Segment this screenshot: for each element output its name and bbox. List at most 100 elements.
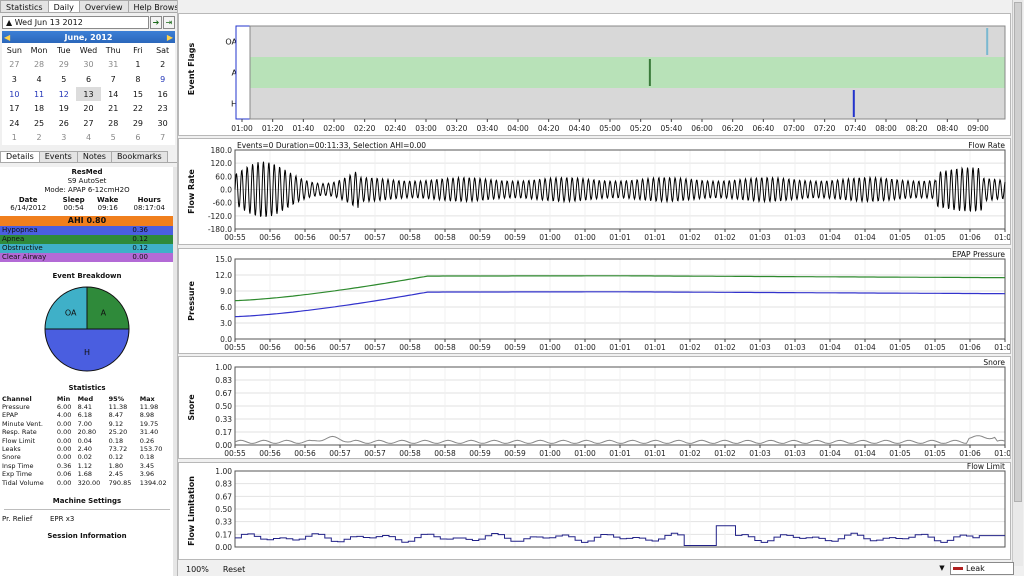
calendar-day[interactable]: 27 [83, 118, 94, 128]
calendar-day[interactable]: 2 [160, 60, 166, 70]
tab-daily[interactable]: Daily [47, 0, 80, 12]
event-flag-mark[interactable] [986, 28, 989, 55]
calendar-day[interactable]: 6 [135, 133, 141, 143]
tab-details[interactable]: Details [0, 151, 40, 163]
calendar-day[interactable]: 5 [110, 133, 116, 143]
calendar-day[interactable]: 23 [157, 104, 168, 114]
x-tick-label: 02:40 [385, 124, 407, 133]
calendar-day[interactable]: 5 [61, 74, 67, 84]
y-tick-label: 6.0 [220, 303, 232, 312]
snore-chart[interactable]: Snore 1.00 0.83 0.67 0.50 0.33 0.17 0.00 Snore 00… [179, 357, 1016, 458]
calendar-day[interactable]: 20 [83, 104, 94, 114]
calendar-day[interactable]: 4 [36, 74, 42, 84]
weekday-label: Sun [6, 45, 22, 55]
pressure-chart[interactable]: Pressure 15.0 12.0 9.0 6.0 3.0 0.0 EPAP Pressur… [179, 249, 1016, 353]
tab-overview[interactable]: Overview [78, 0, 129, 12]
tab-statistics[interactable]: Statistics [0, 0, 49, 12]
stats-cell: EPAP [2, 411, 18, 420]
stats-cell: 0.26 [139, 436, 155, 445]
tab-help-browser[interactable]: Help Browser [127, 0, 177, 12]
calendar-day[interactable]: 6 [85, 74, 92, 84]
event-flag-mark[interactable] [852, 90, 855, 117]
prev-month-icon[interactable]: ◀ [4, 32, 11, 42]
dropdown-arrow-icon[interactable]: ▼ [939, 564, 945, 572]
calendar-day[interactable]: 7 [160, 133, 166, 143]
calendar-day[interactable]: 28 [33, 60, 45, 70]
x-tick-label: 01:04 [854, 233, 876, 242]
calendar-day[interactable]: 26 [58, 118, 69, 128]
x-tick-label: 05:20 [630, 124, 652, 133]
calendar-day[interactable]: 25 [33, 118, 45, 128]
calendar-day[interactable]: 13 [76, 86, 101, 102]
stats-cell: Insp Time [2, 461, 34, 470]
pie-slice-a: A [86, 286, 130, 330]
calendar-day[interactable]: 10 [9, 89, 20, 99]
stats-row: Tidal Volume 0.00 320.00 790.85 1394.02 [0, 479, 174, 487]
flow-limitation-chart[interactable]: Flow Limitation 1.00 0.83 0.67 0.50 0.33 0.17 0… [179, 462, 1010, 559]
x-tick-label: 01:02 [714, 449, 736, 458]
sleep-value: 08:17:04 [133, 204, 165, 212]
calendar-day[interactable]: 29 [58, 60, 69, 70]
x-tick-label: 01:01 [609, 343, 631, 352]
calendar-day[interactable]: 4 [85, 133, 92, 143]
flow-rate-chart[interactable]: Flow Rate 180.0 120.0 60.0 0.0 -60.0 -120.0 -18… [179, 139, 1016, 244]
calendar-day[interactable]: 21 [108, 104, 119, 114]
charts-scrollbar[interactable] [1012, 0, 1023, 566]
event-flags-chart[interactable]: Event Flags OA A H 01:00 01:20 01:40 02:00 02:20… [179, 14, 1010, 135]
tab-events[interactable]: Events [38, 151, 78, 163]
calendar-day[interactable]: 24 [9, 118, 20, 128]
x-tick-label: 07:00 [783, 124, 805, 133]
channel-select[interactable]: Leak [950, 562, 1014, 575]
calendar-day[interactable]: 27 [9, 60, 20, 70]
stats-cell: 11.98 [139, 403, 159, 411]
calendar-day[interactable]: 11 [33, 89, 45, 99]
last-day-button[interactable]: ⇥ [163, 15, 175, 29]
calendar-day[interactable]: 30 [157, 118, 168, 128]
stats-row: Resp. Rate 0.00 20.80 25.20 31.40 [0, 428, 174, 436]
calendar-day[interactable]: 1 [11, 133, 17, 143]
pie-label: OA [65, 309, 77, 318]
sleep-value: 09:16 [97, 204, 118, 212]
calendar-day[interactable]: 28 [108, 118, 119, 128]
calendar-day[interactable]: 7 [110, 74, 116, 84]
calendar-day[interactable]: 8 [135, 74, 141, 84]
y-tick-label: 120.0 [211, 159, 233, 168]
tab-notes[interactable]: Notes [76, 151, 112, 163]
calendar-day[interactable]: 18 [33, 104, 45, 114]
x-tick-label: 01:40 [293, 124, 315, 133]
event-flag-mark[interactable] [648, 59, 651, 86]
reset-button[interactable]: Reset [222, 564, 246, 574]
details-scrollbar[interactable] [173, 167, 177, 576]
tab-bookmarks[interactable]: Bookmarks [110, 151, 168, 163]
x-tick-label: 00:56 [259, 233, 281, 242]
prev-day-button[interactable]: ➔ [150, 15, 162, 29]
calendar-day[interactable]: 3 [11, 74, 17, 84]
y-tick-label: 15.0 [215, 255, 232, 264]
calendar-day[interactable]: 2 [36, 133, 42, 143]
index-list: Hypopnea 0.36 Apnea 0.12 Obstructive 0.12 Clea… [0, 226, 174, 262]
charts-scrollbar-thumb[interactable] [1014, 2, 1022, 502]
x-tick-label: 01:04 [854, 343, 876, 352]
calendar-day[interactable]: 31 [108, 60, 119, 70]
weekday-label: Tue [56, 45, 71, 55]
calendar-day[interactable]: 22 [132, 104, 144, 114]
calendar-day[interactable]: 14 [108, 89, 119, 99]
calendar-day[interactable]: 12 [58, 89, 69, 99]
date-field[interactable]: ▲ Wed Jun 13 2012 [2, 15, 149, 29]
x-tick-label: 04:20 [538, 124, 560, 133]
stats-cell: 8.98 [139, 411, 155, 420]
x-tick-label: 00:56 [259, 449, 281, 458]
calendar-day[interactable]: 30 [83, 60, 94, 70]
calendar-day[interactable]: 3 [61, 133, 67, 143]
calendar-day[interactable]: 1 [135, 60, 141, 70]
calendar-day[interactable]: 19 [58, 104, 69, 114]
x-tick-label: 01:06 [994, 233, 1010, 242]
calendar-day[interactable]: 16 [157, 89, 168, 99]
calendar-day[interactable]: 29 [132, 118, 144, 128]
stats-cell: 0.36 [56, 461, 72, 470]
next-month-icon[interactable]: ▶ [166, 32, 173, 42]
y-tick-label: 0.33 [215, 518, 232, 527]
calendar-day[interactable]: 17 [9, 104, 20, 114]
calendar-day[interactable]: 15 [132, 89, 144, 99]
calendar-day[interactable]: 9 [160, 74, 166, 84]
